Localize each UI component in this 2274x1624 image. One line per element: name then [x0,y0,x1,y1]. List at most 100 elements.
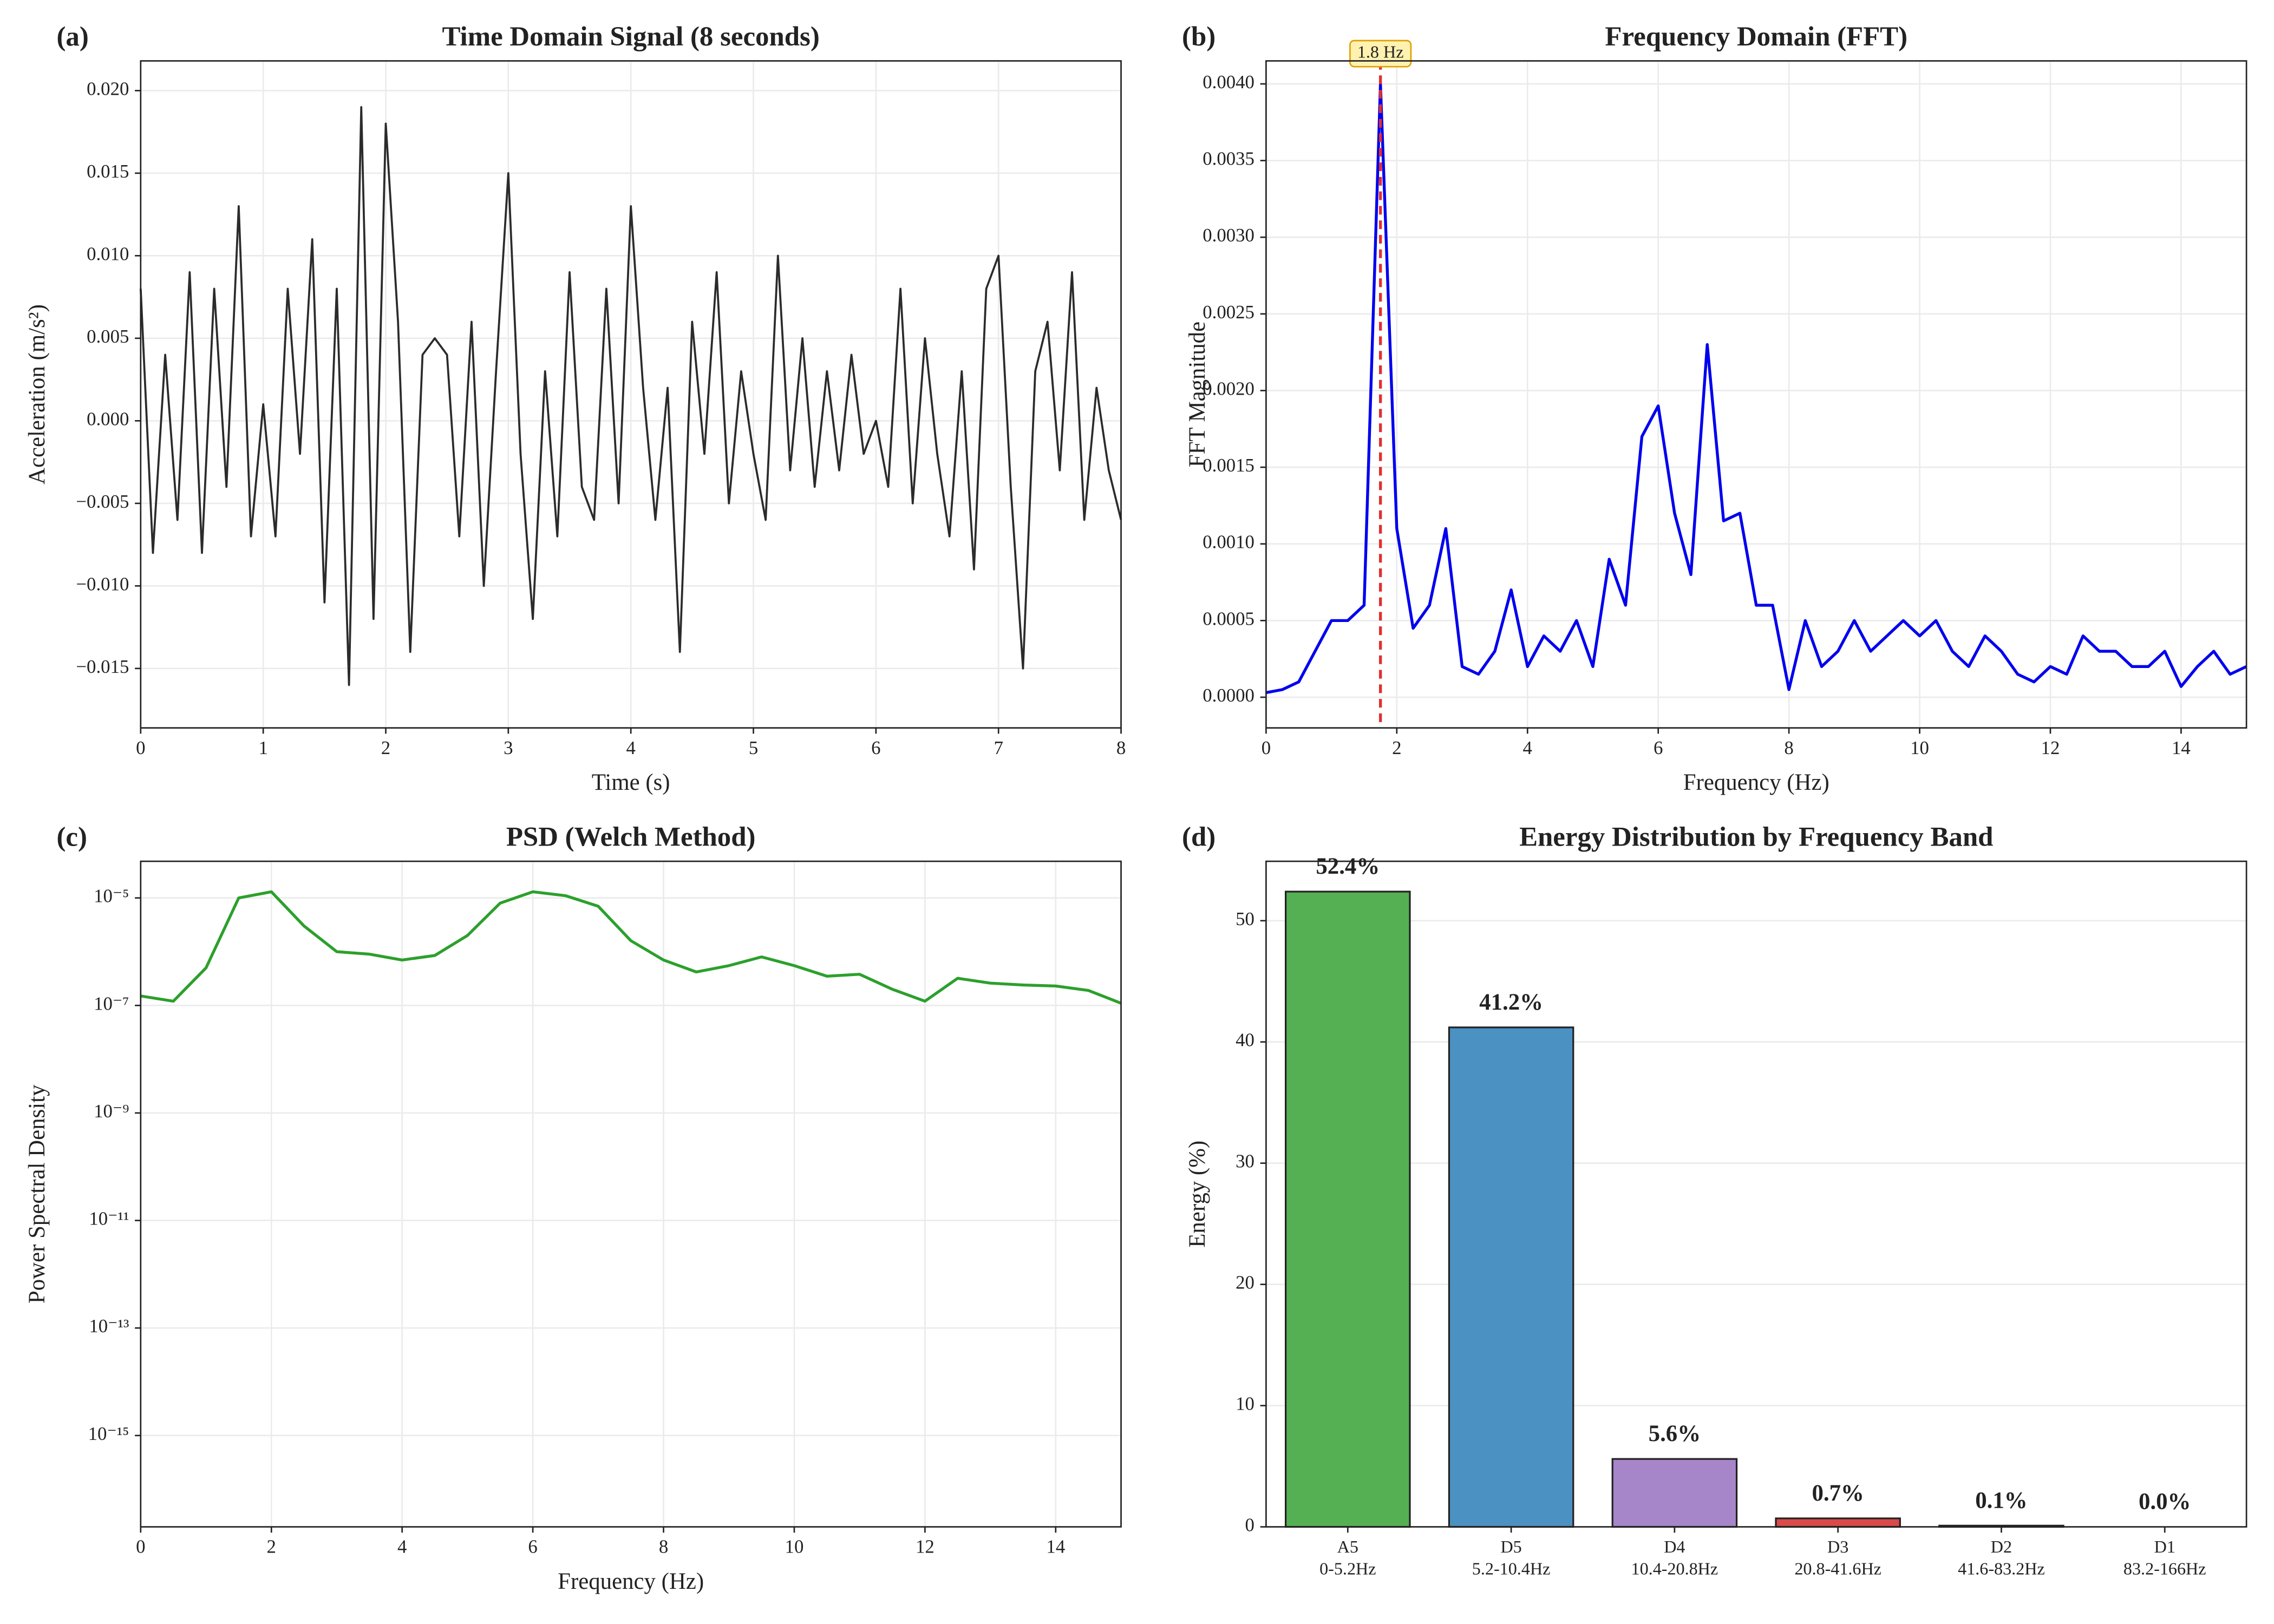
x-tick-label: 12 [916,1536,935,1557]
x-tick-label: 14 [2172,737,2191,758]
value-label: 5.6% [1649,1421,1701,1446]
plot-frame [140,60,1122,729]
y-tick-label: 50 [1236,908,1254,929]
y-tick-label: 30 [1236,1151,1254,1172]
x-tick-label: 6 [528,1536,537,1557]
y-tick-label: 0.015 [87,161,129,182]
value-label: 0.7% [1812,1481,1864,1506]
x-tick-label: 0 [1262,737,1271,758]
y-tick-label: −0.005 [76,491,129,512]
y-tick-label: 10⁻⁷ [94,993,129,1014]
y-axis-label: Energy (%) [1185,1141,1210,1248]
y-tick-label: 0.0010 [1203,532,1254,553]
data-line [139,106,1122,686]
y-tick-label: −0.010 [76,573,129,594]
x-axis-label: Frequency (Hz) [558,1569,704,1594]
chart-title: PSD (Welch Method) [506,822,756,853]
data-line [140,890,1122,1005]
value-label: 52.4% [1316,854,1380,879]
x-tick-sublabel: 83.2-166Hz [2123,1558,2206,1578]
x-tick-sublabel: 10.4-20.8Hz [1631,1558,1718,1578]
x-tick-label: 7 [994,737,1003,758]
x-tick-sublabel: 20.8-41.6Hz [1794,1558,1881,1578]
x-tick-label: D3 [1827,1537,1848,1556]
x-tick-label: 8 [1784,737,1793,758]
x-tick-label: 0 [136,1536,145,1557]
x-tick-label: 1 [258,737,267,758]
x-tick-label: A5 [1337,1537,1358,1556]
x-tick-label: 0 [136,737,145,758]
data-line [1265,82,2247,695]
chart-title: Time Domain Signal (8 seconds) [442,22,820,52]
x-tick-label: 14 [1046,1536,1065,1557]
x-tick-label: D2 [1991,1537,2012,1556]
y-tick-label: 10⁻¹⁵ [88,1423,129,1444]
y-axis-label: Power Spectral Density [24,1084,50,1304]
x-axis-label: Time (s) [592,770,670,795]
y-tick-label: 20 [1236,1272,1254,1293]
x-tick-sublabel: 41.6-83.2Hz [1958,1558,2045,1578]
bar [1775,1517,1901,1528]
y-tick-label: 10⁻¹³ [89,1315,129,1337]
y-tick-label: 0.0030 [1203,225,1254,246]
y-tick-label: 10⁻¹¹ [89,1208,129,1229]
bar [1448,1026,1574,1528]
x-tick-label: 8 [659,1536,668,1557]
x-tick-label: 4 [1523,737,1532,758]
y-tick-label: 0.0040 [1203,71,1254,93]
x-tick-label: 5 [749,737,758,758]
value-label: 0.1% [1975,1488,2027,1513]
x-tick-label: 10 [785,1536,804,1557]
x-tick-sublabel: 0-5.2Hz [1319,1558,1376,1578]
x-tick-sublabel: 5.2-10.4Hz [1472,1558,1551,1578]
y-tick-label: 0.0035 [1203,148,1254,169]
y-tick-label: 0.020 [87,78,129,99]
y-tick-label: 0.0015 [1203,455,1254,476]
y-tick-label: 0.010 [87,243,129,264]
y-tick-label: 40 [1236,1030,1254,1051]
chart-title: Energy Distribution by Frequency Band [1519,822,1993,853]
x-tick-label: 3 [504,737,513,758]
panel-label: (b) [1182,22,1216,52]
panel-label: (c) [56,822,87,853]
x-tick-label: 4 [397,1536,407,1557]
y-tick-label: 10 [1236,1393,1254,1415]
chart-title: Frequency Domain (FFT) [1605,22,1907,52]
y-tick-label: 10⁻⁹ [94,1101,129,1122]
y-tick-label: −0.015 [76,656,129,677]
panel-label: (d) [1182,822,1216,853]
panel-label: (a) [56,22,88,52]
y-axis-label: FFT Magnitude [1185,322,1210,467]
x-tick-label: 2 [381,737,390,758]
x-tick-label: 2 [1392,737,1401,758]
plot-frame [1265,60,2247,729]
x-tick-label: D5 [1500,1537,1521,1556]
x-tick-label: D1 [2154,1537,2175,1556]
peak-label: 1.8 Hz [1357,42,1404,61]
x-tick-label: D4 [1664,1537,1685,1556]
x-tick-label: 2 [267,1536,276,1557]
x-tick-label: 6 [1654,737,1663,758]
value-label: 0.0% [2139,1489,2191,1515]
y-tick-label: 0.000 [87,408,129,429]
y-tick-label: 0.0025 [1203,302,1254,323]
y-tick-label: 0 [1245,1515,1254,1536]
x-tick-label: 12 [2041,737,2060,758]
plot-frame [140,860,1122,1528]
x-tick-label: 6 [871,737,880,758]
value-label: 41.2% [1479,990,1543,1015]
plot-frame [1265,860,2247,1528]
y-tick-label: 0.0000 [1203,685,1254,706]
x-tick-label: 4 [626,737,635,758]
y-axis-label: Acceleration (m/s²) [24,304,50,484]
y-tick-label: 0.0020 [1203,378,1254,399]
bar [1285,890,1411,1528]
x-tick-label: 10 [1910,737,1929,758]
y-tick-label: 0.005 [87,326,129,347]
y-tick-label: 0.0005 [1203,608,1254,629]
y-tick-label: 10⁻⁵ [94,886,129,907]
x-axis-label: Frequency (Hz) [1683,770,1829,795]
x-tick-label: 8 [1116,737,1126,758]
